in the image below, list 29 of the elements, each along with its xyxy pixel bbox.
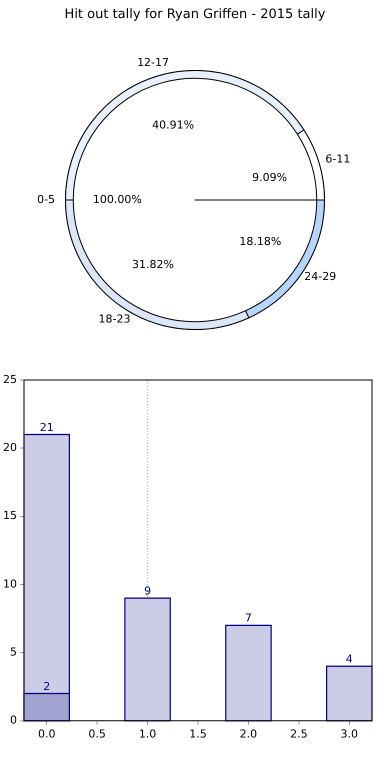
slice-label: 6-11 bbox=[325, 152, 350, 166]
data-label: 4 bbox=[346, 652, 353, 666]
x-tick-label: 2.0 bbox=[240, 727, 258, 740]
x-tick-label: 1.5 bbox=[189, 727, 207, 740]
data-label: 21 bbox=[40, 420, 54, 434]
x-tick-label: 2.5 bbox=[290, 727, 308, 740]
data-label: 9.09% bbox=[252, 170, 288, 184]
data-label: 9 bbox=[144, 584, 152, 598]
y-tick-label: 15 bbox=[2, 509, 17, 522]
y-tick-label: 5 bbox=[10, 646, 17, 658]
slice-label: 24-29 bbox=[304, 270, 336, 283]
x-tick-label: 0.0 bbox=[38, 727, 56, 740]
data-label: 18.18% bbox=[239, 234, 282, 248]
data-label: 2 bbox=[43, 680, 50, 693]
x-tick-label: 3.0 bbox=[340, 727, 358, 740]
x-tick-label: 0.5 bbox=[88, 727, 106, 740]
data-label: 40.91% bbox=[152, 118, 194, 132]
y-tick-label: 0 bbox=[10, 714, 17, 727]
slice-label: 0-5 bbox=[37, 192, 56, 206]
chart-title: Hit out tally for Ryan Griffen - 2015 tally bbox=[64, 7, 326, 22]
slice-label: 12-17 bbox=[137, 56, 170, 70]
y-tick-label: 10 bbox=[2, 577, 17, 590]
y-tick-label: 20 bbox=[2, 441, 17, 454]
x-tick-label: 1.0 bbox=[138, 727, 156, 740]
data-label: 100.00% bbox=[92, 192, 142, 206]
slice-label: 18-23 bbox=[98, 312, 130, 326]
data-label: 31.82% bbox=[132, 258, 174, 272]
data-label: 7 bbox=[244, 612, 252, 625]
y-tick-label: 25 bbox=[2, 372, 17, 386]
